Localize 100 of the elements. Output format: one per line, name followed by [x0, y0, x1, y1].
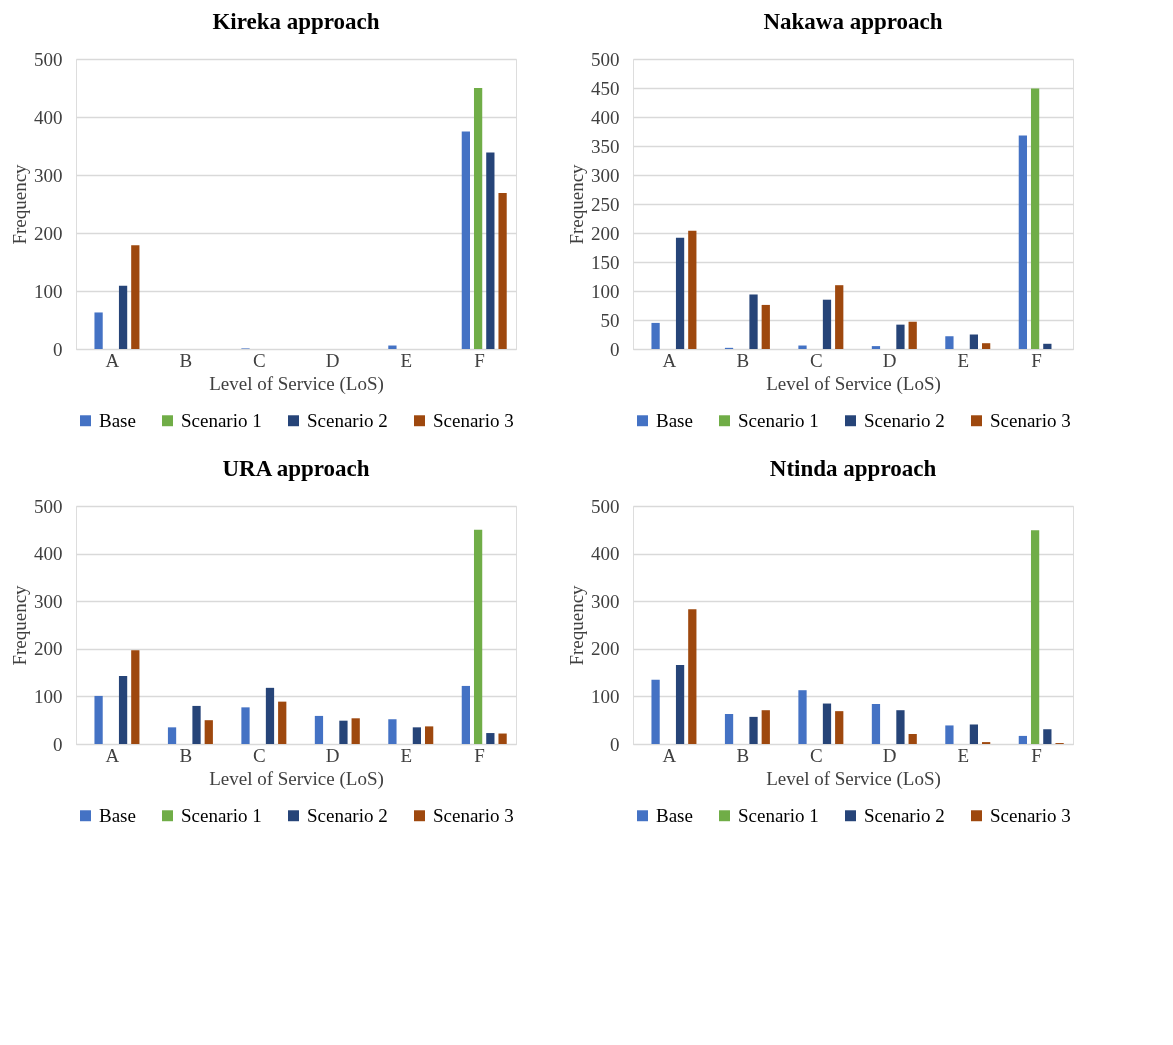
x-tick-label: D [325, 349, 340, 371]
y-axis-title: Frequency [566, 584, 587, 666]
legend-label: Scenario 1 [738, 804, 819, 826]
x-axis-title: Level of Service (LoS) [209, 372, 384, 395]
x-tick-label: F [1031, 349, 1042, 371]
y-tick-label: 500 [34, 48, 63, 70]
bar [675, 237, 685, 349]
bar [131, 650, 140, 744]
legend-label: Scenario 3 [433, 409, 514, 431]
x-tick-label: F [1031, 744, 1042, 766]
y-tick-label: 100 [591, 280, 620, 302]
x-tick-label: E [400, 349, 412, 371]
y-tick-label: 0 [53, 733, 63, 755]
y-tick-label: 300 [34, 164, 63, 186]
y-axis-title: Frequency [9, 163, 30, 245]
y-tick-label: 0 [53, 338, 63, 360]
x-tick-label: A [662, 744, 677, 766]
bar [798, 690, 807, 744]
bar [486, 733, 495, 744]
bar [724, 714, 734, 744]
x-tick-label: C [252, 744, 266, 766]
bar [388, 719, 397, 744]
bar [339, 720, 348, 744]
bar [749, 294, 758, 349]
legend-label: Scenario 2 [307, 804, 388, 826]
chart-title: Nakawa approach [763, 9, 943, 34]
legend-label: Base [656, 804, 693, 826]
legend-label: Scenario 3 [990, 409, 1071, 431]
bar [749, 716, 758, 744]
legend-label: Base [656, 409, 693, 431]
legend-label: Base [99, 804, 136, 826]
legend-label: Scenario 2 [864, 409, 945, 431]
x-axis-title: Level of Service (LoS) [766, 767, 941, 790]
y-tick-label: 350 [591, 135, 620, 157]
y-tick-label: 150 [591, 251, 620, 273]
y-tick-label: 300 [34, 590, 63, 612]
bar [388, 345, 397, 349]
bar [461, 131, 470, 349]
bar [265, 687, 275, 744]
y-tick-label: 250 [591, 193, 620, 215]
bar [896, 710, 905, 744]
bar [835, 285, 844, 349]
y-tick-label: 100 [34, 685, 63, 707]
x-axis-title: Level of Service (LoS) [209, 767, 384, 790]
y-tick-label: 400 [34, 106, 63, 128]
x-tick-label: B [736, 744, 750, 766]
y-tick-label: 200 [591, 638, 620, 660]
bar [761, 304, 770, 349]
bar [204, 720, 213, 744]
x-tick-label: C [809, 349, 823, 371]
bar [761, 710, 770, 744]
bar [351, 718, 360, 744]
y-tick-label: 200 [591, 222, 620, 244]
bar [1043, 729, 1052, 744]
bar [118, 285, 128, 349]
x-tick-label: F [474, 349, 485, 371]
y-tick-label: 50 [600, 309, 620, 331]
chart-title: Kireka approach [212, 9, 380, 34]
bar [94, 312, 103, 349]
bar [822, 299, 832, 349]
legend-label: Base [99, 409, 136, 431]
bar [412, 727, 422, 744]
y-tick-label: 0 [610, 338, 620, 360]
y-tick-label: 500 [34, 495, 63, 517]
x-tick-label: A [105, 349, 120, 371]
bar [1018, 135, 1027, 349]
y-tick-label: 400 [591, 106, 620, 128]
bar [425, 726, 434, 744]
y-axis-title: Frequency [9, 584, 30, 666]
x-axis-title: Level of Service (LoS) [766, 372, 941, 395]
bar [969, 724, 979, 744]
bar [94, 695, 103, 744]
bar [969, 334, 979, 349]
x-tick-label: B [179, 744, 193, 766]
bar [908, 734, 917, 744]
legend-label: Scenario 2 [864, 804, 945, 826]
y-tick-label: 100 [34, 280, 63, 302]
x-tick-label: D [882, 349, 897, 371]
bar [871, 346, 881, 349]
bar [871, 704, 881, 744]
legend-label: Scenario 3 [433, 804, 514, 826]
x-tick-label: E [957, 744, 969, 766]
y-tick-label: 100 [591, 685, 620, 707]
bar [167, 727, 177, 744]
x-tick-label: B [179, 349, 193, 371]
y-tick-label: 450 [591, 77, 620, 99]
bar [688, 609, 697, 744]
x-tick-label: D [882, 744, 897, 766]
bar [651, 679, 660, 744]
y-tick-label: 400 [34, 543, 63, 565]
legend-label: Scenario 1 [181, 804, 262, 826]
x-tick-label: C [252, 349, 266, 371]
legend-label: Scenario 1 [738, 409, 819, 431]
bar [118, 675, 128, 744]
x-tick-label: F [474, 744, 485, 766]
bar [278, 701, 287, 744]
x-tick-label: A [662, 349, 677, 371]
chart-title: URA approach [222, 456, 370, 481]
legend-label: Scenario 3 [990, 804, 1071, 826]
y-tick-label: 0 [610, 733, 620, 755]
